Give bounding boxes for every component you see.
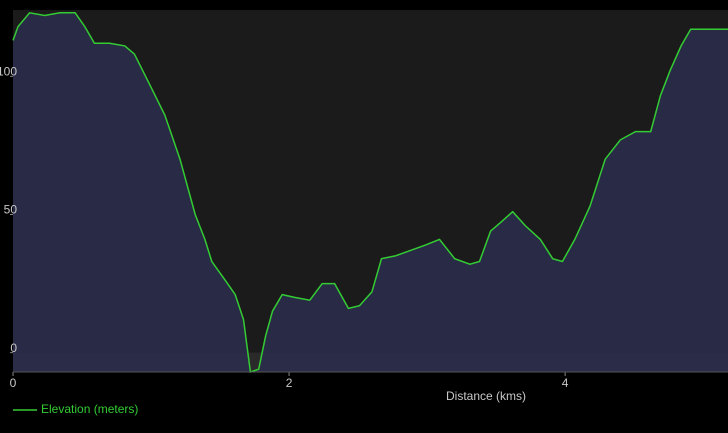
x-tick-label: 4 xyxy=(562,376,569,390)
x-axis-label: Distance (kms) xyxy=(446,389,526,403)
y-tick-label: 100 xyxy=(0,64,17,78)
legend-label: Elevation (meters) xyxy=(41,402,138,416)
area-fill xyxy=(13,12,728,373)
elevation-line xyxy=(12,11,728,374)
y-tick-label: 0 xyxy=(10,341,17,355)
x-tick-label: 2 xyxy=(286,376,293,390)
x-tick-label: 0 xyxy=(10,376,17,390)
y-tick-label: 50 xyxy=(4,203,18,217)
